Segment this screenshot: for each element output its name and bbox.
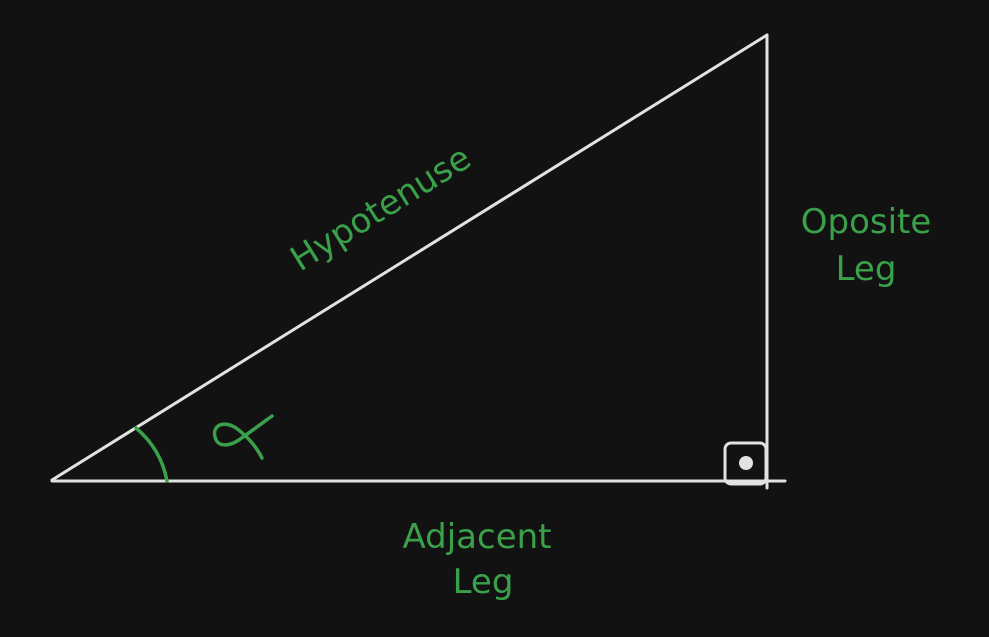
- alpha-symbol: [212, 414, 274, 460]
- opposite-leg-label-line1: Oposite: [801, 202, 932, 242]
- hypotenuse-label: Hypotenuse: [284, 138, 478, 280]
- adjacent-leg-label-line1: Adjacent: [402, 517, 551, 557]
- opposite-leg-label-line2: Leg: [836, 249, 897, 289]
- right-angle-marker: [723, 441, 768, 486]
- adjacent-leg-label-line2: Leg: [453, 562, 514, 602]
- right-angle-dot: [739, 456, 753, 470]
- angle-arc: [134, 426, 169, 483]
- triangle: [50, 33, 787, 490]
- hypotenuse-line: [50, 33, 769, 482]
